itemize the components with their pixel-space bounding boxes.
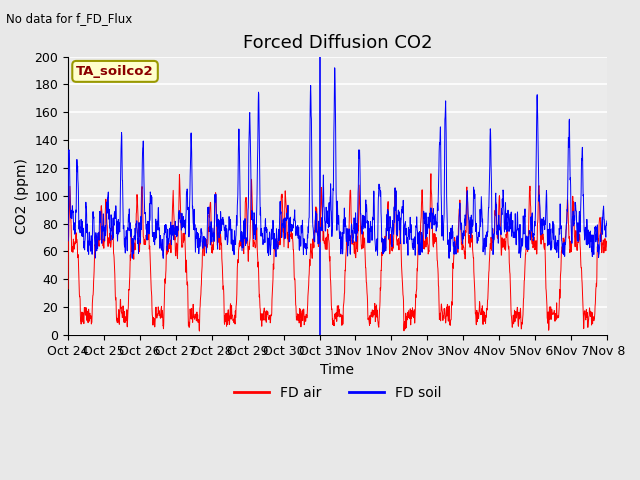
- Legend: FD air, FD soil: FD air, FD soil: [228, 381, 447, 406]
- X-axis label: Time: Time: [321, 363, 355, 377]
- Text: TA_soilco2: TA_soilco2: [76, 65, 154, 78]
- Title: Forced Diffusion CO2: Forced Diffusion CO2: [243, 34, 432, 52]
- Text: No data for f_FD_Flux: No data for f_FD_Flux: [6, 12, 132, 25]
- Y-axis label: CO2 (ppm): CO2 (ppm): [15, 158, 29, 234]
